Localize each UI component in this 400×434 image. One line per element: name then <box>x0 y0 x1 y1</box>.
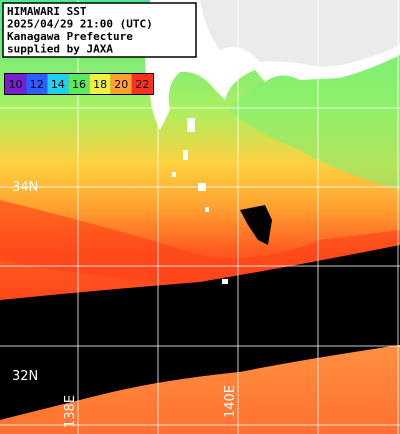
island <box>205 207 209 212</box>
land-honshu <box>145 0 400 130</box>
header-line: supplied by JAXA <box>7 43 113 56</box>
legend-label: 10 <box>9 78 23 91</box>
island <box>183 150 188 160</box>
legend-swatch <box>26 74 48 94</box>
legend-swatch <box>110 74 132 94</box>
legend-label: 14 <box>51 78 65 91</box>
legend-label: 16 <box>72 78 86 91</box>
legend-label: 20 <box>114 78 128 91</box>
legend-swatch <box>5 74 27 94</box>
lon-label: 138E <box>63 395 78 428</box>
legend-swatch <box>89 74 111 94</box>
southern-sea <box>0 345 400 434</box>
legend-swatch <box>47 74 69 94</box>
island <box>172 172 176 177</box>
header-line: 2025/04/29 21:00 (UTC) <box>7 18 153 31</box>
legend-label: 18 <box>93 78 107 91</box>
header-line: Kanagawa Prefecture <box>7 30 133 43</box>
header-line: HIMAWARI SST <box>7 5 87 18</box>
lat-label: 34N <box>12 180 38 195</box>
warm-band <box>0 200 400 285</box>
legend: 10 12 14 16 18 20 22 <box>5 74 153 94</box>
land-shade <box>200 0 400 67</box>
header-box <box>2 2 197 58</box>
lon-label: 140E <box>223 385 238 418</box>
legend-swatch <box>68 74 90 94</box>
cloud-mask <box>0 245 400 420</box>
island <box>222 279 228 284</box>
lat-label: 32N <box>12 369 38 384</box>
legend-label: 12 <box>30 78 44 91</box>
island <box>187 118 195 132</box>
legend-label: 22 <box>135 78 149 91</box>
cloud-patch <box>240 205 272 245</box>
legend-swatch <box>131 74 153 94</box>
